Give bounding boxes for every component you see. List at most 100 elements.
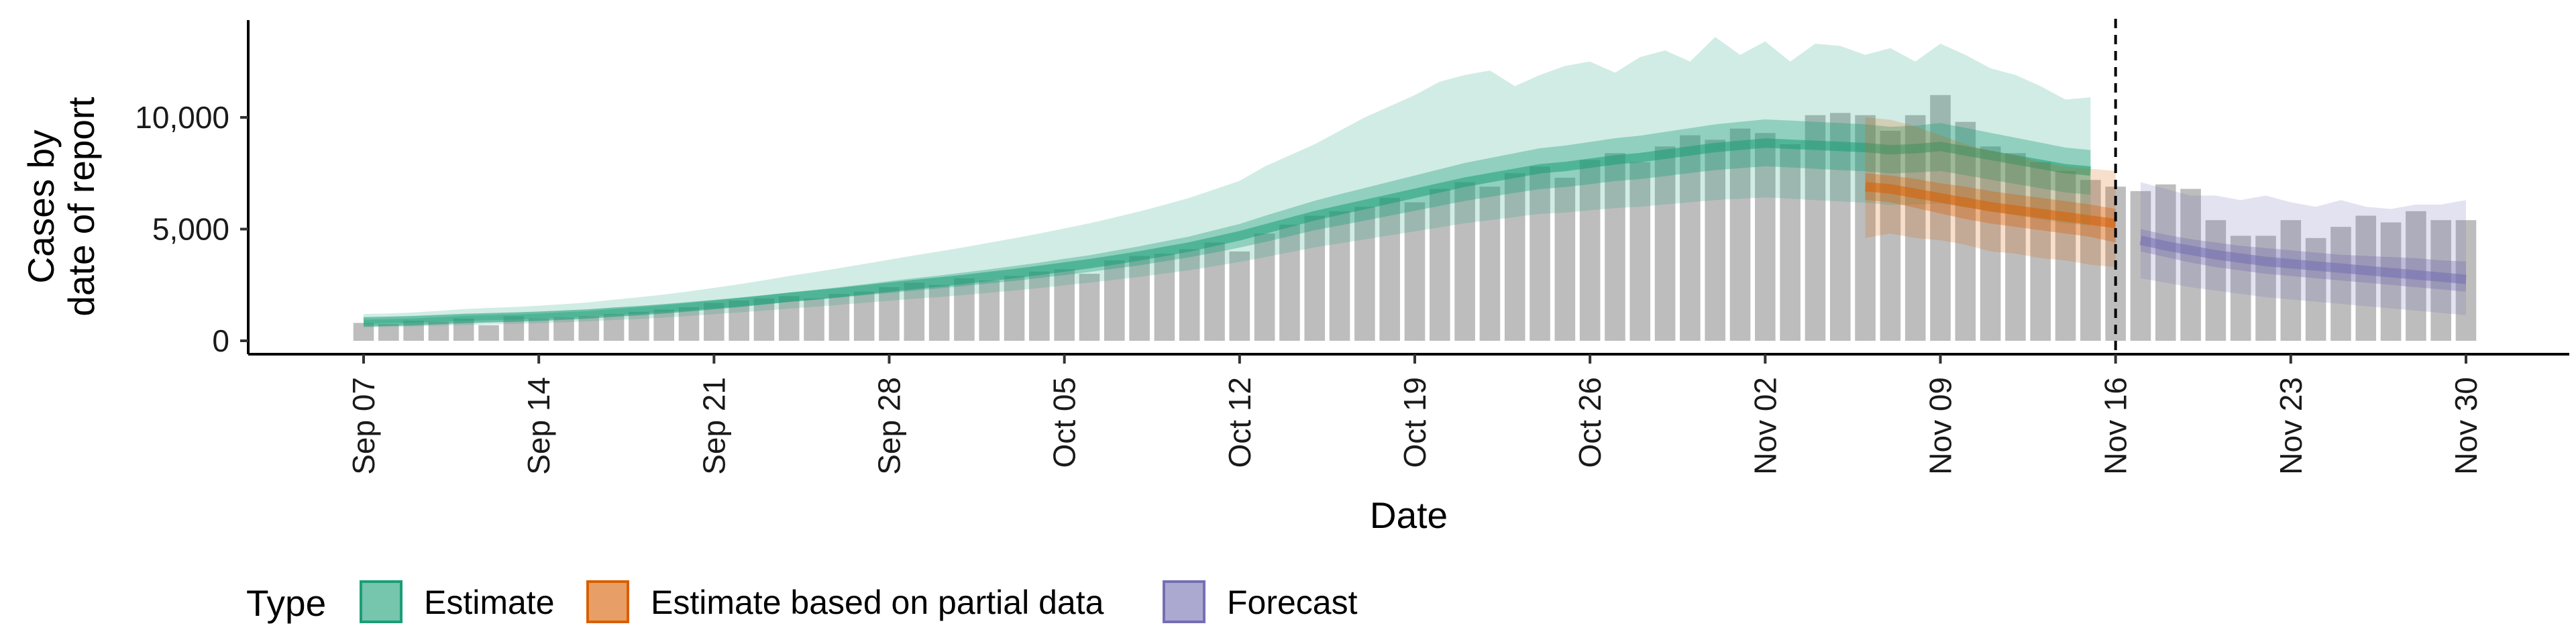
bar-18	[804, 298, 824, 341]
bar-13	[678, 307, 700, 341]
y-tick-label-0: 0	[212, 323, 229, 358]
ribbon-inner-estimate	[364, 119, 2091, 324]
bar-71	[2130, 191, 2151, 341]
bar-53	[1680, 135, 1701, 341]
bar-77	[2280, 220, 2302, 341]
bar-58	[1805, 115, 1826, 341]
bar-36	[1254, 233, 1275, 341]
bar-69	[2080, 180, 2101, 341]
bar-80	[2355, 215, 2377, 341]
bar-33	[1179, 249, 1200, 341]
bar-3	[428, 321, 449, 341]
x-tick-label-1: Sep 14	[521, 377, 556, 475]
bar-81	[2380, 222, 2402, 341]
y-axis-title-line-2: date of report	[60, 97, 102, 316]
x-axis-title: Date	[1370, 494, 1448, 536]
bar-32	[1154, 254, 1175, 341]
bar-76	[2255, 235, 2276, 341]
bar-63	[1930, 95, 1951, 341]
bar-68	[2055, 170, 2076, 341]
bar-48	[1554, 177, 1576, 341]
y-ticks: 0 5,000 10,000	[135, 100, 248, 358]
median-forecast	[2139, 235, 2467, 284]
bar-34	[1204, 242, 1225, 341]
bar-51	[1629, 162, 1651, 341]
bar-26	[1004, 276, 1025, 341]
x-tick-label-3: Sep 28	[872, 377, 907, 475]
ribbon-outer-estimate	[364, 37, 2091, 328]
bar-52	[1654, 146, 1676, 341]
bar-22	[904, 282, 925, 341]
bar-79	[2330, 227, 2351, 341]
bar-43	[1430, 189, 1450, 341]
x-tick-label-9: Nov 09	[1923, 377, 1958, 475]
bar-12	[653, 309, 675, 341]
bar-35	[1229, 251, 1250, 341]
bar-47	[1529, 166, 1550, 341]
x-tick-label-5: Oct 12	[1222, 377, 1257, 468]
bar-39	[1329, 211, 1350, 341]
bar-16	[753, 298, 775, 341]
x-tick-label-7: Oct 26	[1572, 377, 1607, 468]
x-tick-label-4: Oct 05	[1047, 377, 1082, 468]
bar-21	[879, 287, 900, 341]
bar-45	[1479, 186, 1501, 341]
legend-label-forecast: Forecast	[1227, 584, 1358, 621]
bar-37	[1279, 224, 1300, 341]
median-estimate	[363, 138, 2091, 327]
bar-72	[2155, 184, 2176, 341]
bar-9	[578, 316, 600, 341]
bar-54	[1705, 140, 1726, 341]
bar-74	[2205, 220, 2226, 341]
median-estimate-based-on-partial-data	[1864, 182, 2116, 229]
bar-66	[2005, 153, 2026, 341]
bar-7	[528, 318, 549, 341]
axes-layer	[247, 20, 2569, 356]
bar-28	[1054, 269, 1075, 341]
legend-label-estimate: Estimate	[424, 584, 555, 621]
x-tick-label-0: Sep 07	[346, 377, 381, 475]
legend-title: Type	[246, 582, 326, 624]
bar-64	[1955, 121, 1976, 341]
x-tick-label-8: Nov 02	[1748, 377, 1782, 475]
bar-19	[828, 294, 850, 341]
bar-29	[1079, 274, 1100, 341]
bar-1	[378, 324, 399, 341]
y-tick-label-2: 10,000	[135, 100, 229, 135]
bar-50	[1605, 153, 1625, 341]
bar-31	[1129, 256, 1150, 341]
bar-17	[778, 296, 800, 341]
bar-10	[603, 314, 625, 341]
bar-24	[954, 278, 975, 341]
bar-40	[1354, 207, 1375, 341]
y-tick-label-1: 5,000	[152, 212, 229, 247]
x-tick-label-11: Nov 23	[2273, 377, 2308, 475]
x-tick-label-10: Nov 16	[2098, 377, 2133, 475]
bar-44	[1454, 182, 1475, 341]
bar-38	[1304, 215, 1326, 341]
bar-8	[553, 317, 574, 341]
ribbon-outer-estimate-based-on-partial-data	[1865, 117, 2116, 268]
bar-25	[979, 280, 1000, 341]
bar-30	[1104, 260, 1125, 341]
bar-61	[1880, 130, 1901, 341]
ribbon-outer-forecast	[2140, 182, 2466, 315]
bar-67	[2030, 162, 2051, 341]
bar-57	[1780, 144, 1801, 341]
x-ticks: Sep 07 Sep 14 Sep 21 Sep 28 Oct 05 Oct 12 Oct …	[346, 354, 2483, 475]
x-tick-label-6: Oct 19	[1397, 377, 1432, 468]
bar-49	[1579, 160, 1601, 341]
legend-swatch-forecast	[1163, 580, 1205, 623]
bar-23	[928, 284, 950, 341]
bar-20	[853, 291, 875, 341]
bar-42	[1404, 202, 1426, 341]
x-tick-label-2: Sep 21	[696, 377, 731, 475]
legend-label-partial: Estimate based on partial data	[651, 584, 1104, 621]
bar-46	[1504, 173, 1525, 341]
legend-swatch-estimate	[360, 580, 402, 623]
y-axis-title-line-1: Cases by	[20, 129, 62, 284]
bar-55	[1729, 128, 1751, 341]
legend: Type Estimate Estimate based on partial …	[246, 580, 1358, 624]
x-tick-label-12: Nov 30	[2449, 377, 2483, 475]
